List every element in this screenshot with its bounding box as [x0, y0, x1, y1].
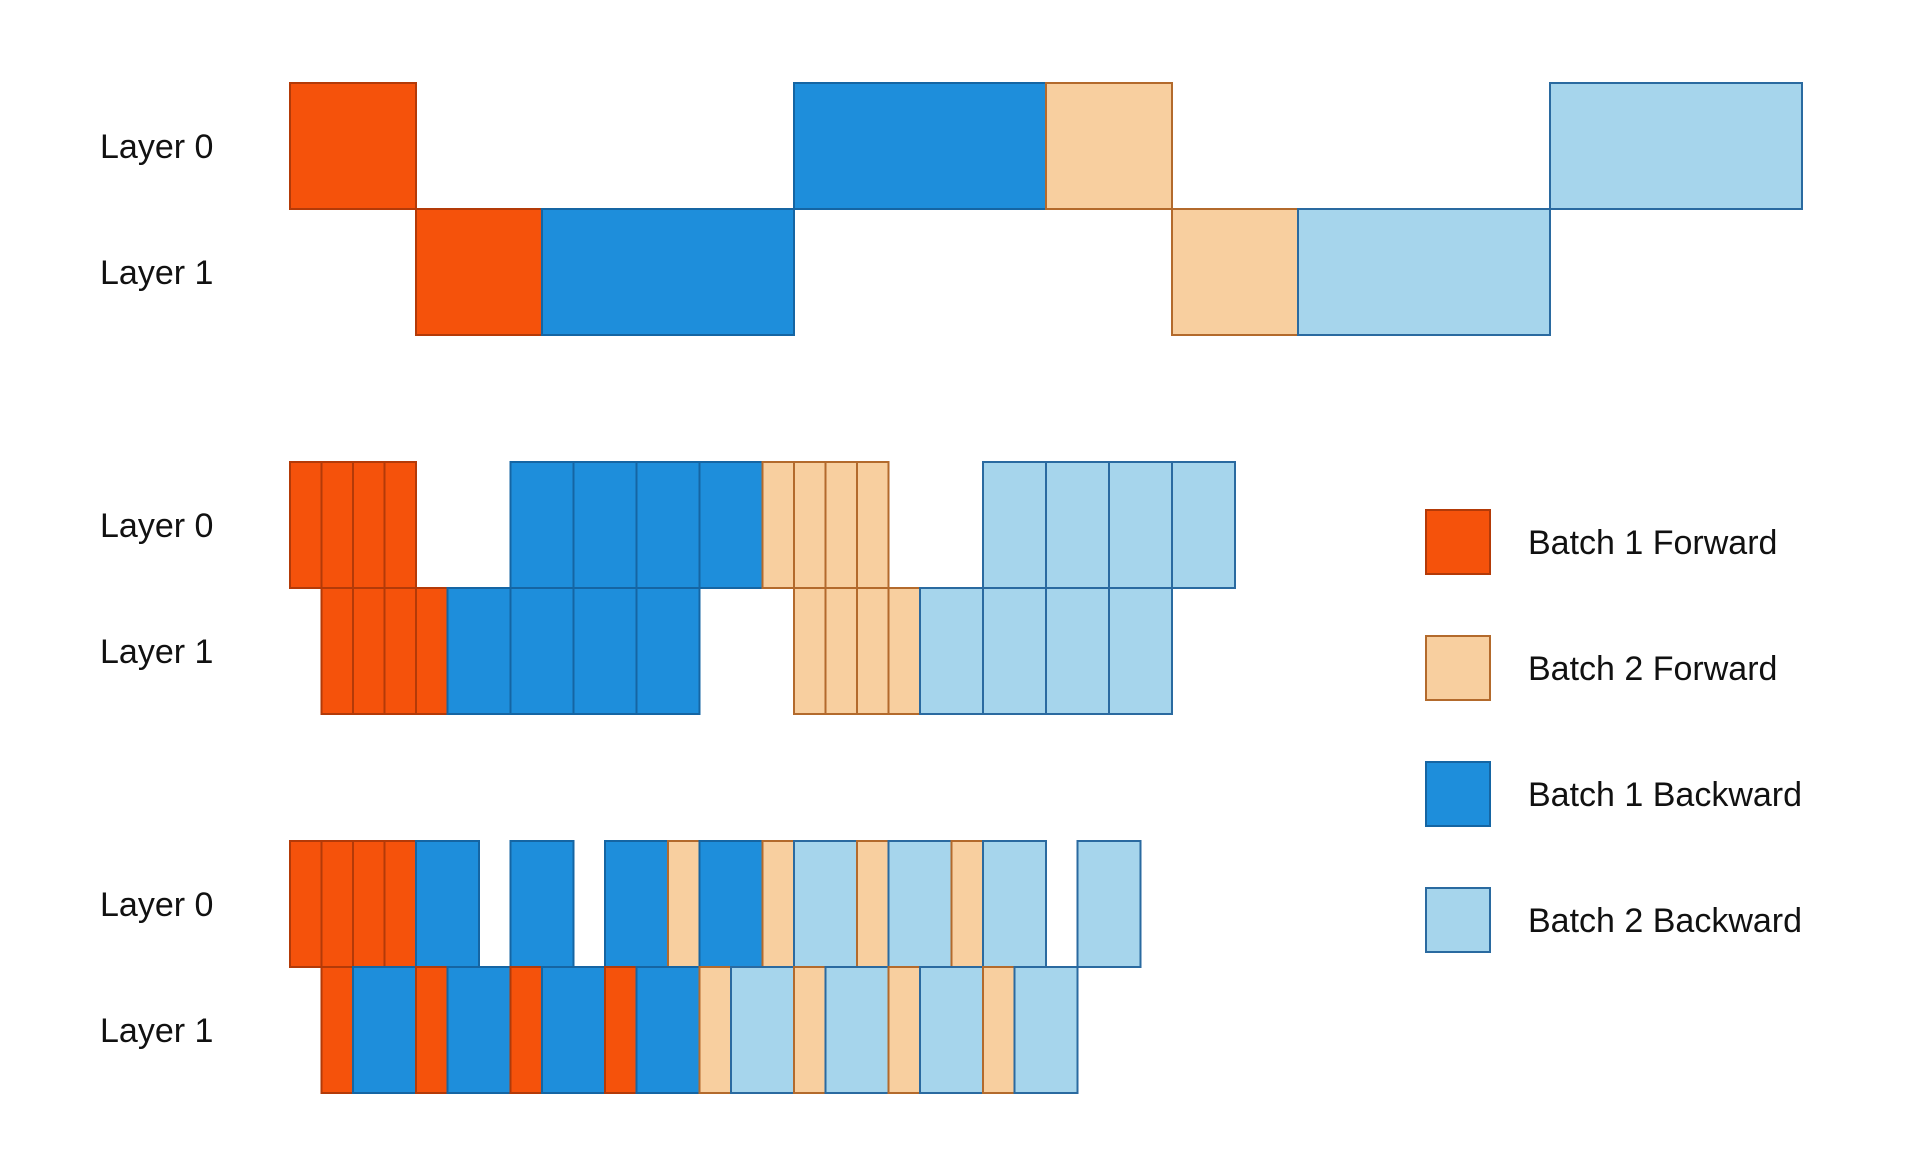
schedule-panel-3: Layer 0 Layer 1: [100, 840, 1142, 1094]
b2-bwd-block: [1045, 461, 1110, 589]
row-label: Layer 1: [100, 1012, 213, 1050]
b2-bwd-block: [1171, 461, 1236, 589]
row-label: Layer 0: [100, 886, 213, 924]
b1-bwd-block: [509, 840, 575, 968]
b1-fwd-block: [415, 587, 449, 715]
b2-bwd-block: [1549, 82, 1803, 210]
b1-fwd-block: [352, 461, 386, 589]
b1-bwd-block: [509, 587, 575, 715]
b1-fwd-block: [509, 966, 543, 1094]
b2-bwd-block: [793, 840, 858, 968]
b1-bwd-block: [541, 208, 795, 336]
b1-fwd-block: [383, 840, 417, 968]
b1-bwd-block: [572, 587, 638, 715]
b1-fwd-block: [352, 840, 386, 968]
b1-fwd-block: [320, 840, 354, 968]
b2-fwd-block: [856, 840, 890, 968]
legend: Batch 1 Forward Batch 2 Forward Batch 1 Ba…: [1425, 509, 1802, 953]
legend-label: Batch 1 Forward: [1528, 524, 1777, 562]
legend-label: Batch 2 Forward: [1528, 650, 1777, 688]
legend-item: Batch 2 Forward: [1425, 635, 1777, 701]
b1-bwd-block: [604, 840, 669, 968]
b2-bwd-block: [1108, 461, 1173, 589]
b1-fwd-block: [415, 966, 449, 1094]
b2-fwd-block: [887, 966, 921, 1094]
row-label: Layer 0: [100, 128, 213, 166]
b1-fwd-block: [320, 966, 354, 1094]
b1-bwd-block: [698, 840, 764, 968]
row-label: Layer 1: [100, 633, 213, 671]
legend-item: Batch 1 Forward: [1425, 509, 1777, 575]
b2-fwd-block: [856, 461, 890, 589]
b1-bwd-block: [446, 587, 512, 715]
b2-fwd-block: [793, 461, 827, 589]
b2-fwd-block: [761, 840, 795, 968]
legend-swatch: [1425, 635, 1491, 701]
b2-bwd-block: [982, 587, 1047, 715]
legend-swatch: [1425, 509, 1491, 575]
b2-fwd-block: [887, 587, 921, 715]
b2-fwd-block: [761, 461, 795, 589]
b2-fwd-block: [793, 966, 827, 1094]
legend-item: Batch 2 Backward: [1425, 887, 1802, 953]
b2-bwd-block: [1108, 587, 1173, 715]
b1-bwd-block: [509, 461, 575, 589]
b1-bwd-block: [635, 587, 701, 715]
b2-bwd-block: [1076, 840, 1142, 968]
b2-bwd-block: [919, 966, 984, 1094]
b2-bwd-block: [982, 840, 1047, 968]
row-label: Layer 0: [100, 507, 213, 545]
legend-label: Batch 1 Backward: [1528, 776, 1802, 814]
b1-bwd-block: [635, 966, 701, 1094]
b1-fwd-block: [352, 587, 386, 715]
b1-bwd-block: [352, 966, 417, 1094]
b2-fwd-block: [856, 587, 890, 715]
b1-fwd-block: [320, 461, 354, 589]
b2-fwd-block: [950, 840, 984, 968]
b2-fwd-block: [793, 587, 827, 715]
b1-bwd-block: [415, 840, 480, 968]
schedule-panel-2: Layer 0 Layer 1: [100, 461, 1236, 715]
b1-bwd-block: [572, 461, 638, 589]
b2-bwd-block: [919, 587, 984, 715]
b2-fwd-block: [1171, 208, 1299, 336]
b2-bwd-block: [1297, 208, 1551, 336]
b1-fwd-block: [604, 966, 638, 1094]
b1-fwd-block: [383, 587, 417, 715]
b2-fwd-block: [698, 966, 732, 1094]
legend-item: Batch 1 Backward: [1425, 761, 1802, 827]
b2-bwd-block: [887, 840, 953, 968]
b2-bwd-block: [1013, 966, 1079, 1094]
b1-bwd-block: [541, 966, 606, 1094]
legend-label: Batch 2 Backward: [1528, 902, 1802, 940]
b2-fwd-block: [1045, 82, 1173, 210]
legend-swatch: [1425, 887, 1491, 953]
b2-fwd-block: [667, 840, 701, 968]
schedule-panel-1: Layer 0 Layer 1: [100, 82, 1803, 336]
b1-fwd-block: [320, 587, 354, 715]
b1-fwd-block: [289, 461, 323, 589]
b1-fwd-block: [289, 840, 323, 968]
b2-bwd-block: [824, 966, 890, 1094]
b1-fwd-block: [289, 82, 417, 210]
b1-bwd-block: [446, 966, 512, 1094]
b2-fwd-block: [824, 461, 858, 589]
b1-bwd-block: [793, 82, 1047, 210]
b2-fwd-block: [824, 587, 858, 715]
b2-fwd-block: [982, 966, 1016, 1094]
row-label: Layer 1: [100, 254, 213, 292]
b1-fwd-block: [383, 461, 417, 589]
b2-bwd-block: [1045, 587, 1110, 715]
b2-bwd-block: [982, 461, 1047, 589]
legend-swatch: [1425, 761, 1491, 827]
b1-bwd-block: [698, 461, 764, 589]
b1-fwd-block: [415, 208, 543, 336]
b1-bwd-block: [635, 461, 701, 589]
b2-bwd-block: [730, 966, 795, 1094]
